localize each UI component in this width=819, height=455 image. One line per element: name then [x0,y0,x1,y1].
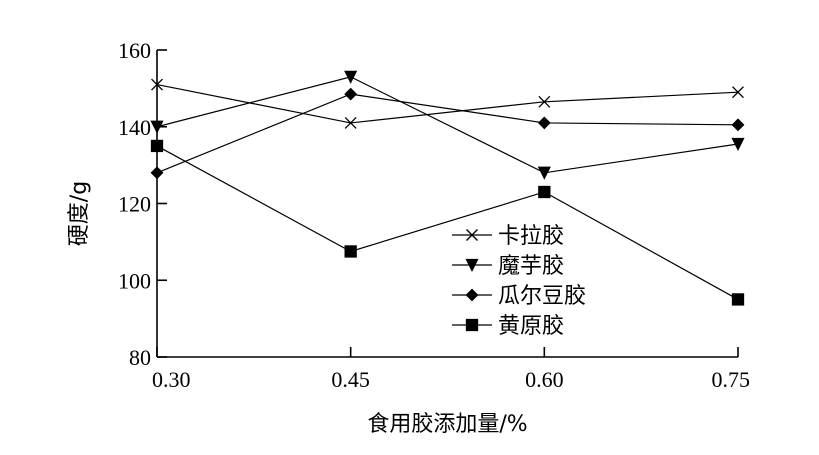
x-tick-label: 0.60 [525,367,564,392]
x-tick-label: 0.75 [712,367,751,392]
data-point [344,87,358,101]
data-point [731,118,745,132]
y-tick-label: 160 [118,38,151,63]
legend-marker [466,229,478,241]
legend-marker [465,318,479,332]
data-point [731,293,745,306]
y-tick-label: 140 [118,115,151,140]
series-layer [150,70,745,306]
legend-item: 黄原胶 [452,314,564,339]
legend-marker [465,288,479,302]
data-point [150,166,164,180]
y-tick-label: 100 [118,268,151,293]
series-line [156,93,739,174]
legend-label: 魔芋胶 [498,254,564,279]
series-1 [151,78,744,129]
series-3 [150,87,745,180]
legend-marker [465,258,479,272]
data-point [732,86,744,99]
data-point [538,185,551,199]
y-tick-label: 80 [129,345,151,370]
data-point [537,116,551,130]
series-line [156,83,739,124]
data-point [344,245,357,258]
legend-label: 卡拉胶 [498,224,564,249]
x-axis-title: 食用胶添加量/% [367,412,527,437]
legend-label: 瓜尔豆胶 [498,284,586,309]
y-axis-title: 硬度/g [67,181,92,246]
data-point [537,166,551,180]
data-point [731,137,745,151]
legend-label: 黄原胶 [498,314,564,339]
data-point [151,78,163,91]
data-point [538,95,551,108]
data-point [344,116,357,129]
data-point [150,139,164,153]
legend-item: 卡拉胶 [452,224,564,249]
data-point [344,70,358,84]
x-tick-label: 0.45 [331,367,370,392]
y-tick-label: 120 [118,192,151,217]
series-4 [150,139,745,306]
series-line [156,145,739,300]
legend-item: 瓜尔豆胶 [452,284,586,309]
y-ticks: 80 100 120 140 160 [118,38,167,370]
x-ticks: 0.30 0.45 0.60 0.75 [152,347,750,392]
series-2 [150,70,745,180]
series-line [156,76,739,174]
legend-item: 魔芋胶 [452,254,564,279]
x-tick-label: 0.30 [152,367,191,392]
data-point [150,120,164,134]
